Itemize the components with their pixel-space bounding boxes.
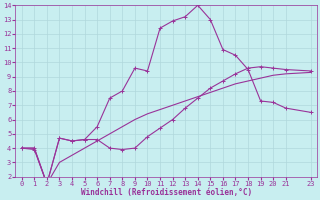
X-axis label: Windchill (Refroidissement éolien,°C): Windchill (Refroidissement éolien,°C) bbox=[81, 188, 252, 197]
